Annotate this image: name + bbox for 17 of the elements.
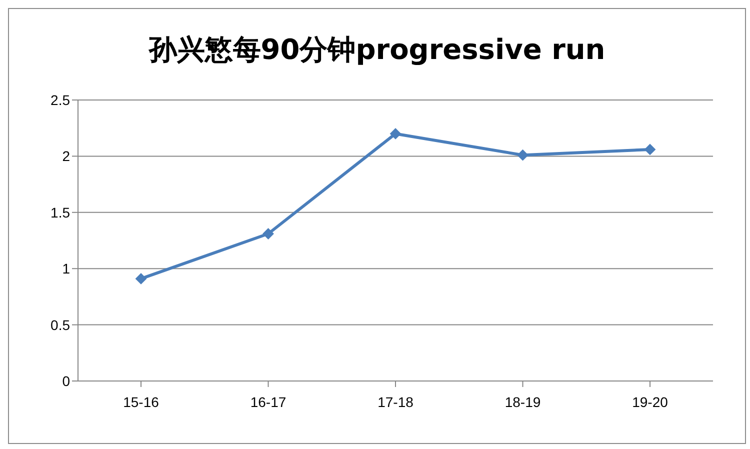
x-tick-label: 19-20 [632,394,668,410]
point [262,228,274,240]
y-tick-label: 0.5 [50,316,70,333]
y-tick-label: 2.5 [50,92,70,108]
point [136,273,146,284]
y-tick-label: 0 [62,372,70,389]
x-tick-label: 15-16 [123,394,160,410]
x-tick-label: 18-19 [504,394,541,410]
y-tick-label: 1.5 [50,204,70,220]
y-tick-label: 1 [62,260,70,277]
y-tick-label: 2 [62,148,70,164]
point [517,150,528,161]
point [390,128,401,140]
point [644,144,656,155]
chart-title: 孙兴慜每90分钟progressive run [148,32,606,68]
x-tick-label: 16-17 [250,394,286,410]
x-tick-label: 17-18 [378,394,414,410]
